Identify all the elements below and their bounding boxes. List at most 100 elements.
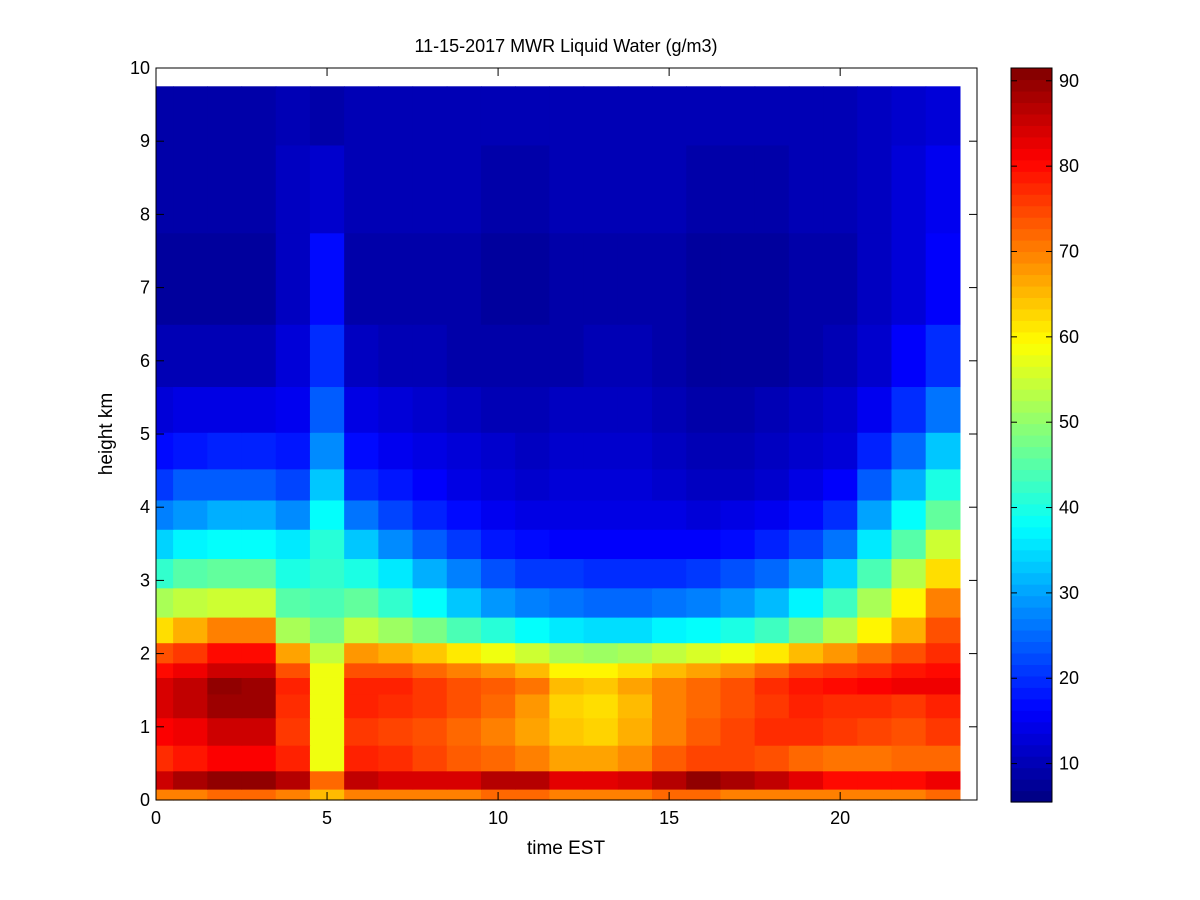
heatmap-cell: [241, 677, 277, 695]
heatmap-cell: [515, 693, 550, 719]
heatmap-cell: [378, 617, 414, 644]
heatmap-cell: [686, 642, 722, 664]
heatmap-cell: [754, 587, 790, 618]
heatmap-cell: [925, 662, 961, 678]
heatmap-cell: [378, 789, 414, 801]
heatmap-cell: [156, 789, 174, 801]
heatmap-cell: [823, 662, 858, 678]
heatmap-cell: [378, 642, 414, 664]
y-tick-label: 4: [140, 497, 150, 517]
heatmap-cell: [925, 386, 961, 433]
heatmap-cell: [515, 499, 550, 530]
heatmap-cell: [617, 529, 653, 560]
heatmap-cell: [823, 232, 858, 325]
heatmap-cell: [241, 499, 277, 530]
heatmap-cell: [275, 432, 311, 470]
heatmap-cell: [891, 677, 927, 695]
colorbar-tick-label: 30: [1059, 583, 1079, 603]
colorbar-gradient: [1011, 68, 1052, 803]
heatmap-cell: [446, 770, 482, 790]
heatmap-cell: [207, 499, 243, 530]
heatmap-cell: [480, 144, 516, 234]
heatmap-cell: [652, 232, 687, 325]
colorbar-band: [1011, 733, 1052, 746]
heatmap-cell: [480, 662, 516, 678]
colorbar-band: [1011, 136, 1052, 149]
heatmap-cell: [241, 642, 277, 664]
heatmap-cell: [891, 587, 927, 618]
heatmap-cell: [857, 432, 893, 470]
heatmap-cell: [446, 745, 482, 772]
colorbar-band: [1011, 618, 1052, 631]
heatmap-cell: [275, 693, 311, 719]
heatmap-cell: [857, 468, 893, 501]
heatmap-cell: [754, 693, 790, 719]
heatmap-cell: [173, 617, 208, 644]
heatmap-cell: [412, 617, 448, 644]
heatmap-cell: [412, 499, 448, 530]
heatmap-cell: [720, 86, 756, 146]
heatmap-cell: [549, 677, 585, 695]
heatmap-cell: [549, 386, 585, 433]
heatmap-cell: [891, 386, 927, 433]
y-tick-label: 3: [140, 570, 150, 590]
heatmap-cell: [156, 677, 174, 695]
heatmap-cell: [617, 232, 653, 325]
colorbar-band: [1011, 205, 1052, 218]
y-axis-label: height km: [96, 393, 117, 475]
heatmap-cell: [652, 642, 687, 664]
heatmap-cell: [549, 144, 585, 234]
colorbar-ticks: 10 20 30 40 50 60 70 80 90: [1011, 71, 1079, 774]
heatmap-cell: [156, 468, 174, 501]
heatmap-cell: [412, 642, 448, 664]
heatmap-cell: [173, 770, 208, 790]
colorbar-band: [1011, 526, 1052, 539]
heatmap-cell: [857, 558, 893, 589]
heatmap-cell: [241, 86, 277, 146]
heatmap-cell: [275, 617, 311, 644]
heatmap-cell: [275, 770, 311, 790]
heatmap-cell: [583, 677, 619, 695]
heatmap-cell: [412, 693, 448, 719]
heatmap-cell: [720, 770, 756, 790]
heatmap-cell: [412, 386, 448, 433]
heatmap-cell: [275, 232, 311, 325]
heatmap-cell: [857, 617, 893, 644]
y-tick-label: 8: [140, 204, 150, 224]
colorbar: 10 20 30 40 50 60 70 80 90: [1010, 67, 1079, 803]
heatmap-cell: [925, 232, 961, 325]
heatmap-cell: [207, 144, 243, 234]
colorbar-band: [1011, 159, 1052, 172]
heatmap-cell: [480, 587, 516, 618]
heatmap-cell: [412, 432, 448, 470]
heatmap-cell: [275, 499, 311, 530]
heatmap-cell: [788, 144, 824, 234]
heatmap-cell: [344, 232, 379, 325]
heatmap-cell: [823, 468, 858, 501]
heatmap-cell: [446, 529, 482, 560]
heatmap-cell: [686, 617, 722, 644]
heatmap-cell: [652, 432, 687, 470]
heatmap-cell: [754, 529, 790, 560]
colorbar-frame: [1010, 67, 1053, 803]
heatmap-cell: [652, 717, 687, 746]
heatmap-cell: [857, 232, 893, 325]
heatmap-cell: [857, 86, 893, 146]
x-axis-ticks: 0 5 10 15 20: [151, 68, 850, 828]
heatmap-cell: [515, 677, 550, 695]
heatmap-cell: [309, 662, 345, 678]
colorbar-tick-label: 70: [1059, 242, 1079, 262]
heatmap-cell: [446, 789, 482, 801]
heatmap-cell: [156, 662, 174, 678]
heatmap-cell: [207, 789, 243, 801]
heatmap-cell: [344, 324, 379, 388]
heatmap-cell: [446, 558, 482, 589]
heatmap-cell: [173, 677, 208, 695]
heatmap-cell: [309, 232, 345, 325]
heatmap-cell: [207, 232, 243, 325]
heatmap-cell: [156, 617, 174, 644]
heatmap-cell: [207, 86, 243, 146]
heatmap-cell: [583, 324, 619, 388]
colorbar-tick-label: 10: [1059, 754, 1079, 774]
heatmap-cell: [156, 386, 174, 433]
